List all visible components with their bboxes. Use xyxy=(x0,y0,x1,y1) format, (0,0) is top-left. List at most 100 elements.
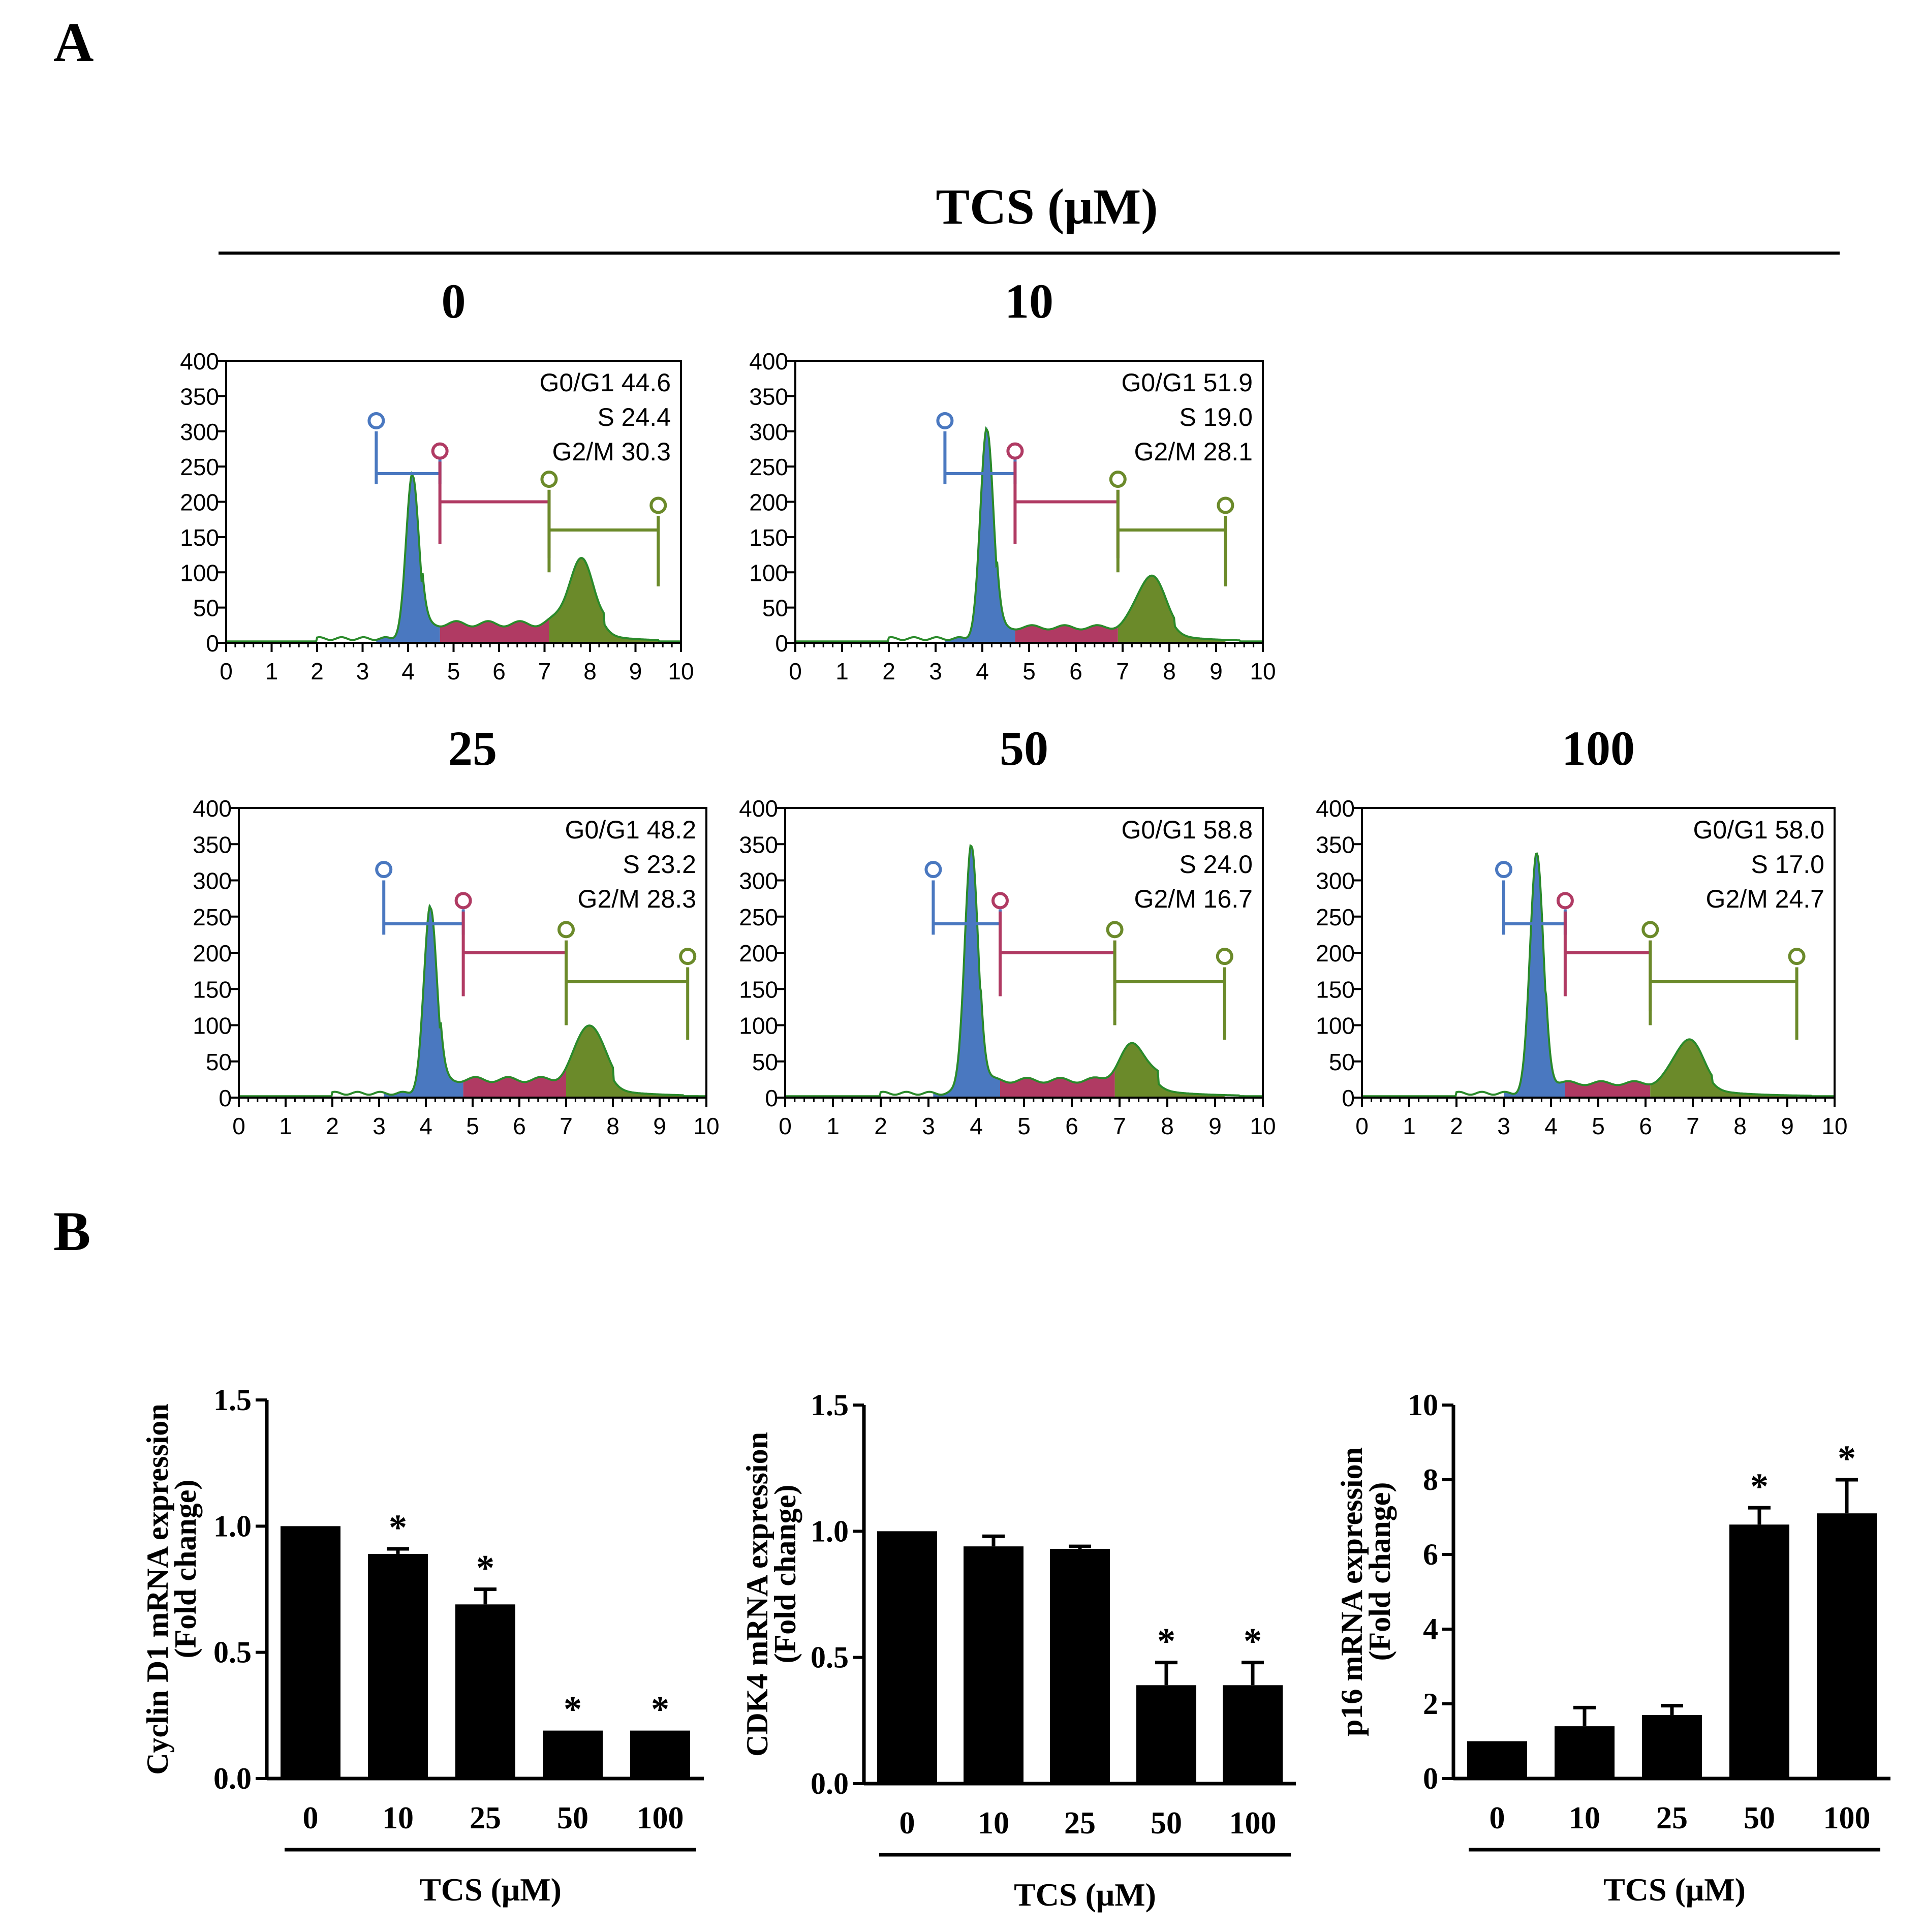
g0g1-fill xyxy=(1504,853,1565,1098)
y-tick-label: 400 xyxy=(1316,795,1355,822)
histogram-panel-50: 50 0 50 100 150 200 250 300 350 400 0 1 2 3 4 5 6 7 8 9 10 G0… xyxy=(739,721,1276,1139)
x-tick-label: 1 xyxy=(1403,1113,1416,1139)
x-tick-label: 6 xyxy=(492,658,506,684)
bar-50 xyxy=(1136,1685,1196,1784)
y-tick-label: 4 xyxy=(1423,1612,1438,1646)
x-tick-label: 50 xyxy=(557,1801,588,1835)
y-tick-label: 8 xyxy=(1423,1463,1438,1497)
x-tick-label: 10 xyxy=(1250,1113,1276,1139)
s-phase-fill xyxy=(1015,625,1118,643)
y-tick-label: 300 xyxy=(739,868,778,894)
g2-gate-left-handle xyxy=(540,471,558,488)
significance-marker: * xyxy=(564,1689,582,1730)
phase-stat: G2/M 16.7 xyxy=(1134,885,1253,913)
phase-stat: G0/G1 48.2 xyxy=(565,816,697,844)
significance-marker: * xyxy=(1838,1438,1856,1479)
y-tick-label: 250 xyxy=(180,454,219,480)
x-tick-label: 3 xyxy=(929,658,942,684)
y-tick-label: 250 xyxy=(749,454,788,480)
x-tick-label: 10 xyxy=(1569,1801,1600,1835)
s-gate-left-handle xyxy=(1556,892,1574,910)
x-tick-label: 0 xyxy=(220,658,233,684)
x-tick-label: 4 xyxy=(419,1113,432,1139)
y-tick-label: 50 xyxy=(1329,1049,1355,1075)
y-tick-label: 100 xyxy=(180,559,219,586)
x-tick-label: 8 xyxy=(583,658,597,684)
histogram-trace xyxy=(225,471,681,643)
y-axis-label-unit: (Fold change) xyxy=(169,1480,202,1659)
bar-10 xyxy=(964,1546,1023,1784)
x-tick-label: 3 xyxy=(356,658,369,684)
y-tick-label: 200 xyxy=(1316,940,1355,967)
y-tick-label: 250 xyxy=(193,904,232,930)
x-tick-label: 0 xyxy=(1355,1113,1369,1139)
bar-100 xyxy=(1817,1513,1877,1779)
phase-stat: G0/G1 44.6 xyxy=(540,368,671,397)
bar-100 xyxy=(630,1730,690,1779)
x-tick-label: 25 xyxy=(1064,1806,1096,1841)
x-tick-label: 6 xyxy=(513,1113,526,1139)
g2m-fill xyxy=(1118,575,1226,643)
y-axis-label-unit: (Fold change) xyxy=(1363,1482,1397,1661)
y-tick-label: 0.0 xyxy=(811,1767,849,1800)
bar-25 xyxy=(1642,1715,1702,1779)
x-tick-label: 0 xyxy=(232,1113,245,1139)
x-tick-label: 2 xyxy=(882,658,895,684)
x-tick-label: 10 xyxy=(978,1806,1009,1841)
x-tick-label: 50 xyxy=(1151,1806,1182,1841)
g1-gate-left-handle xyxy=(1495,861,1512,879)
y-tick-label: 10 xyxy=(1408,1388,1438,1422)
x-tick-label: 8 xyxy=(1163,658,1176,684)
phase-stat: G2/M 28.1 xyxy=(1134,438,1253,466)
g1-gate-left-handle xyxy=(936,412,954,429)
histogram-group-title: TCS (μM) xyxy=(936,178,1158,235)
y-tick-label: 100 xyxy=(1316,1013,1355,1039)
y-tick-label: 100 xyxy=(193,1013,232,1039)
x-tick-label: 1 xyxy=(265,658,278,684)
x-tick-label: 9 xyxy=(629,658,642,684)
significance-marker: * xyxy=(1157,1621,1175,1662)
g2m-fill xyxy=(549,558,659,643)
g2-gate-left-handle xyxy=(1106,921,1124,939)
bar-10 xyxy=(1555,1726,1615,1779)
y-tick-label: 350 xyxy=(193,831,232,858)
y-tick-label: 100 xyxy=(749,559,788,586)
significance-marker: * xyxy=(651,1689,669,1730)
x-tick-label: 1 xyxy=(835,658,849,684)
s-gate-left-handle xyxy=(454,892,472,910)
y-tick-label: 150 xyxy=(180,524,219,551)
x-tick-label: 9 xyxy=(1208,1113,1222,1139)
y-tick-label: 350 xyxy=(1316,831,1355,858)
significance-marker: * xyxy=(389,1507,407,1548)
x-tick-label: 100 xyxy=(637,1801,684,1835)
g1-gate-left-handle xyxy=(924,861,942,879)
x-tick-label: 50 xyxy=(1744,1801,1775,1835)
y-tick-label: 400 xyxy=(749,348,788,375)
y-tick-label: 300 xyxy=(193,868,232,894)
g2-gate-right-handle xyxy=(1788,948,1806,965)
phase-stat: S 24.4 xyxy=(597,403,671,431)
g2m-fill xyxy=(1650,1039,1797,1098)
x-tick-label: 7 xyxy=(1113,1113,1126,1139)
x-tick-label: 8 xyxy=(1733,1113,1747,1139)
x-tick-label: 6 xyxy=(1069,658,1082,684)
x-tick-label: 2 xyxy=(311,658,324,684)
significance-marker: * xyxy=(476,1548,494,1588)
x-tick-label: 25 xyxy=(470,1801,501,1835)
x-tick-label: 10 xyxy=(668,658,694,684)
phase-stat: S 17.0 xyxy=(1751,850,1824,879)
y-tick-label: 200 xyxy=(749,489,788,516)
histogram-trace xyxy=(794,426,1263,643)
y-tick-label: 0.5 xyxy=(213,1636,252,1669)
x-axis-label: TCS (μM) xyxy=(419,1872,562,1908)
histogram-trace xyxy=(238,903,706,1098)
y-tick-label: 350 xyxy=(739,831,778,858)
x-tick-label: 4 xyxy=(401,658,415,684)
histogram-trace xyxy=(784,844,1263,1098)
y-tick-label: 250 xyxy=(1316,904,1355,930)
x-tick-label: 7 xyxy=(560,1113,573,1139)
y-tick-label: 50 xyxy=(206,1049,232,1075)
